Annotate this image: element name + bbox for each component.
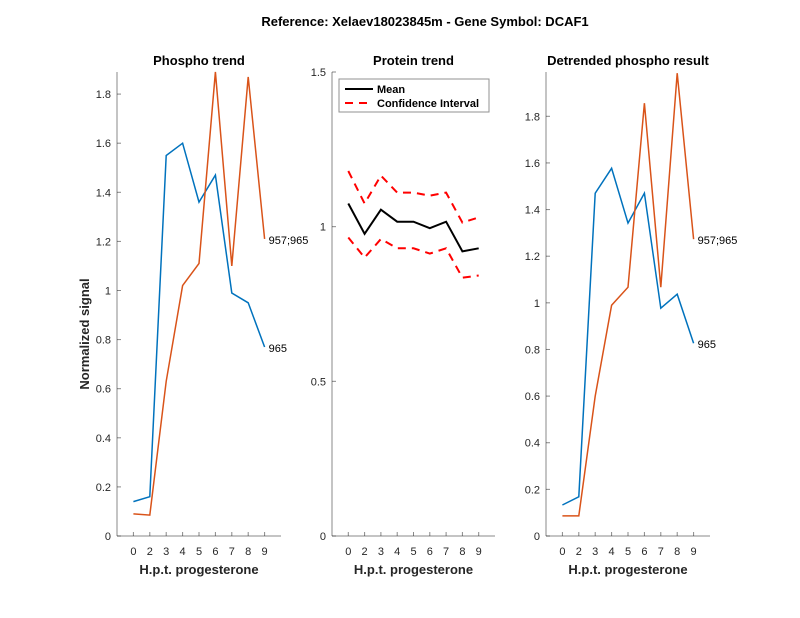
x-tick-label: 6 — [212, 546, 218, 558]
y-tick-label: 0.5 — [311, 376, 326, 388]
x-tick-label: 5 — [625, 546, 631, 558]
series-line-965 — [133, 141, 266, 503]
x-tick-label: 8 — [245, 546, 251, 558]
x-tick-label: 9 — [262, 546, 268, 558]
subplot-title: Phospho trend — [153, 53, 245, 68]
x-tick-label: 5 — [196, 546, 202, 558]
y-tick-label: 0 — [105, 531, 111, 543]
subplot-1: Phospho trend 0 0.2 0.4 0.6 0.8 1 1.2 1.4 1.6 1.8 0… — [77, 53, 308, 577]
x-tick-label: 4 — [394, 546, 400, 558]
x-tick-label: 4 — [180, 546, 186, 558]
y-tick-label: 1.4 — [525, 205, 540, 217]
x-tick-label: 7 — [229, 546, 235, 558]
x-axis-label: H.p.t. progesterone — [139, 562, 258, 577]
subplot-title: Protein trend — [373, 53, 454, 68]
legend-ci-label: Confidence Interval — [377, 98, 479, 110]
subplot-3: Detrended phospho result 0 0.2 0.4 0.6 0.8 1 1.… — [525, 53, 738, 577]
x-tick-label: 3 — [378, 546, 384, 558]
x-tick-label: 6 — [427, 546, 433, 558]
y-tick-label: 0.6 — [96, 384, 111, 396]
x-tick-label: 2 — [576, 546, 582, 558]
x-tick-label: 9 — [691, 546, 697, 558]
x-tick-label: 0 — [130, 546, 136, 558]
series-end-label: 965 — [698, 339, 716, 351]
y-tick-label: 0.6 — [525, 391, 540, 403]
x-tick-label: 3 — [592, 546, 598, 558]
x-tick-label: 5 — [410, 546, 416, 558]
x-tick-label: 8 — [674, 546, 680, 558]
series-line-mean — [347, 203, 479, 253]
x-tick-label: 3 — [163, 546, 169, 558]
y-tick-label: 1.6 — [525, 158, 540, 170]
series-line-957-965 — [133, 71, 266, 516]
series-end-label: 957;965 — [698, 235, 738, 247]
y-tick-label: 1 — [320, 222, 326, 234]
series-end-label: 965 — [269, 343, 287, 355]
legend-box — [338, 78, 490, 113]
y-tick-label: 0.2 — [525, 484, 540, 496]
x-tick-label: 7 — [443, 546, 449, 558]
y-tick-label: 0.2 — [96, 482, 111, 494]
y-tick-label: 1.8 — [96, 89, 111, 101]
x-tick-label: 9 — [476, 546, 482, 558]
figure-suptitle: Reference: Xelaev18023845m - Gene Symbol… — [261, 14, 588, 29]
y-tick-label: 1.4 — [96, 187, 111, 199]
legend-mean-label: Mean — [377, 84, 405, 96]
x-tick-label: 8 — [459, 546, 465, 558]
x-axis-label: H.p.t. progesterone — [568, 562, 687, 577]
y-tick-label: 1 — [534, 298, 540, 310]
y-tick-label: 0 — [534, 531, 540, 543]
x-tick-label: 0 — [559, 546, 565, 558]
subplot-title: Detrended phospho result — [547, 53, 709, 68]
x-tick-label: 2 — [147, 546, 153, 558]
series-line-957-965 — [562, 73, 695, 517]
y-tick-label: 1.2 — [96, 236, 111, 248]
x-tick-label: 0 — [345, 546, 351, 558]
y-tick-label: 1.8 — [525, 111, 540, 123]
series-line-confidence-interval — [347, 170, 480, 224]
y-tick-label: 0.8 — [525, 344, 540, 356]
x-tick-label: 7 — [658, 546, 664, 558]
legend: Mean Confidence Interval — [338, 78, 490, 113]
x-tick-label: 6 — [641, 546, 647, 558]
y-tick-label: 1.5 — [311, 67, 326, 79]
x-tick-label: 2 — [362, 546, 368, 558]
y-tick-label: 1 — [105, 285, 111, 297]
y-tick-label: 0 — [320, 531, 326, 543]
y-tick-label: 0.8 — [96, 335, 111, 347]
series-end-label: 957;965 — [269, 235, 309, 247]
x-axis-label: H.p.t. progesterone — [354, 562, 473, 577]
y-tick-label: 0.4 — [96, 433, 111, 445]
y-axis-label: Normalized signal — [77, 278, 92, 389]
series-line-965 — [562, 166, 695, 506]
x-tick-label: 4 — [609, 546, 615, 558]
y-tick-label: 1.6 — [96, 138, 111, 150]
y-tick-label: 0.4 — [525, 438, 540, 450]
y-tick-label: 1.2 — [525, 251, 540, 263]
series-line-confidence-interval-lower- — [347, 236, 479, 279]
